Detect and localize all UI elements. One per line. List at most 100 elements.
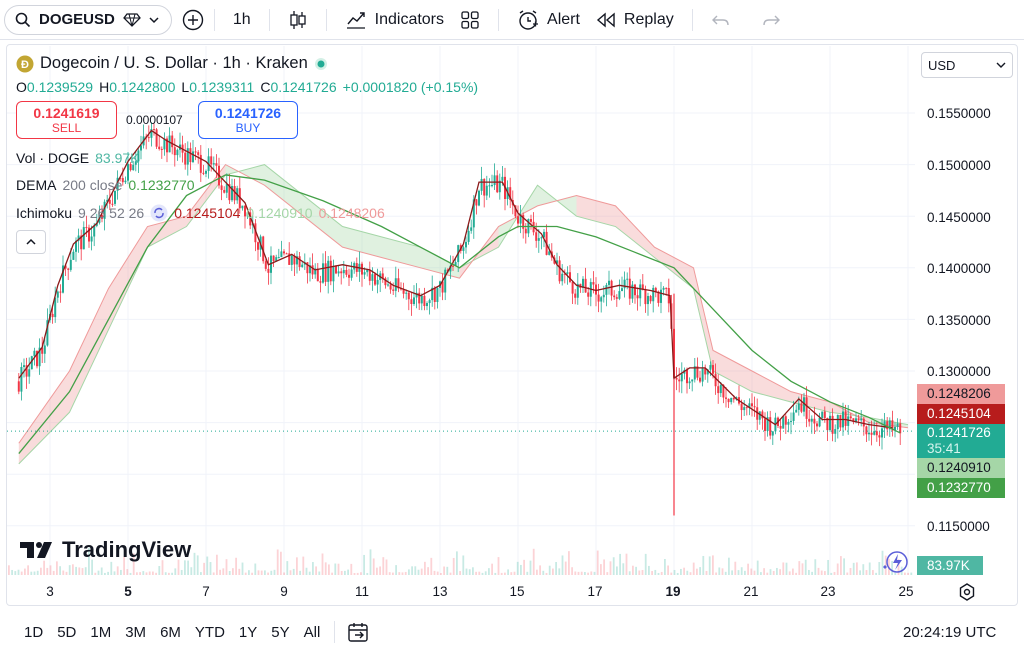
replay-button[interactable]: Replay — [588, 0, 682, 40]
candle-body — [319, 281, 322, 283]
volume-name: Vol · DOGE — [16, 150, 90, 166]
ichimoku-params: 9 26 52 26 — [78, 205, 145, 221]
volume-bar — [488, 568, 490, 575]
settings-icon[interactable] — [958, 583, 976, 601]
candle-body — [803, 397, 805, 412]
candle-body — [337, 271, 340, 274]
candle-body — [467, 230, 470, 242]
undo-button[interactable] — [703, 0, 739, 40]
clock[interactable]: 20:24:19 UTC — [903, 623, 997, 641]
volume-bar — [334, 563, 337, 575]
range-ytd[interactable]: YTD — [194, 623, 225, 641]
volume-bar — [177, 559, 180, 575]
candle-body — [465, 241, 467, 248]
currency-select[interactable]: USD — [921, 52, 1013, 78]
dema-legend[interactable]: DEMA 200 close 0.1232770 — [16, 177, 195, 193]
candle-body — [800, 403, 803, 412]
range-all[interactable]: All — [303, 623, 321, 641]
ichimoku-value-2: 0.1240910 — [246, 205, 313, 221]
candle-body — [199, 154, 202, 173]
goto-date-icon[interactable] — [347, 621, 371, 643]
range-1m[interactable]: 1M — [90, 623, 112, 641]
bolt-icon[interactable] — [880, 549, 910, 575]
range-1y[interactable]: 1Y — [238, 623, 258, 641]
candle-body — [176, 149, 179, 156]
volume-bar — [852, 562, 855, 575]
volume-bar — [251, 572, 253, 575]
ichimoku-span-b-tag: 0.1248206 — [917, 384, 1005, 404]
volume-tag: 83.97K — [917, 556, 983, 575]
candle-body — [870, 432, 873, 435]
svg-text:Ð: Ð — [21, 59, 29, 71]
indicators-icon — [346, 11, 365, 29]
range-1d[interactable]: 1D — [24, 623, 44, 641]
buy-button[interactable]: 0.1241726 BUY — [198, 101, 298, 139]
volume-bar — [75, 566, 77, 575]
volume-bar — [715, 572, 717, 575]
redo-button[interactable] — [753, 0, 789, 40]
symbol-search[interactable]: DOGEUSD — [4, 4, 172, 35]
candle-body — [597, 294, 600, 302]
volume-bar — [123, 556, 125, 575]
candle-body — [262, 236, 265, 262]
x-axis-label: 25 — [898, 584, 914, 599]
candle-body — [407, 292, 410, 300]
divider — [325, 8, 327, 31]
candle-body — [823, 411, 826, 418]
volume-legend[interactable]: Vol · DOGE 83.97K — [16, 150, 140, 166]
volume-bar — [40, 567, 42, 575]
volume-bar — [801, 563, 804, 575]
volume-bar — [836, 563, 839, 575]
range-3m[interactable]: 3M — [125, 623, 147, 641]
candle-body — [847, 416, 850, 426]
chart-pane[interactable] — [6, 44, 1018, 606]
volume-bar — [372, 558, 375, 575]
candle-body — [298, 256, 301, 268]
volume-bar — [747, 563, 749, 575]
volume-bar — [673, 569, 676, 575]
volume-bar — [414, 566, 417, 575]
volume-bar — [705, 570, 708, 575]
volume-bar — [340, 570, 343, 575]
volume-bar — [446, 566, 449, 575]
candle-body — [348, 274, 350, 278]
interval-button[interactable]: 1h — [225, 0, 259, 40]
tradingview-logo[interactable]: TradingView — [20, 537, 191, 563]
ichimoku-legend[interactable]: Ichimoku 9 26 52 26 0.1245104 0.1240910 … — [16, 204, 385, 222]
volume-bar — [814, 559, 817, 575]
range-5y[interactable]: 5Y — [271, 623, 290, 641]
candle-body — [454, 262, 457, 266]
chevron-up-icon — [26, 238, 36, 245]
collapse-legend-button[interactable] — [16, 230, 46, 254]
volume-bar — [840, 556, 842, 575]
layouts-button[interactable] — [452, 0, 488, 40]
candle-body — [615, 297, 618, 299]
volume-bar — [795, 572, 797, 575]
volume-bar — [478, 571, 481, 575]
diamond-icon[interactable] — [122, 12, 141, 28]
volume-bar — [46, 567, 49, 575]
compare-button[interactable] — [182, 0, 204, 40]
candle-body — [184, 152, 187, 165]
indicators-button[interactable]: Indicators — [337, 0, 452, 40]
alert-button[interactable]: Alert — [509, 0, 588, 40]
candle-body — [501, 176, 504, 181]
candle-body — [483, 178, 486, 196]
candle-body — [275, 257, 278, 262]
volume-bar — [724, 571, 727, 575]
candle-body — [714, 373, 717, 387]
chevron-down-icon[interactable] — [149, 16, 159, 24]
candle-body — [680, 373, 683, 382]
volume-bar — [907, 572, 909, 575]
candle-body — [340, 271, 343, 274]
candle-body — [857, 418, 860, 421]
range-6m[interactable]: 6M — [160, 623, 181, 641]
price-chart[interactable] — [0, 0, 1024, 612]
volume-bar — [824, 571, 826, 575]
chart-type-button[interactable] — [280, 0, 316, 40]
candle-body — [641, 284, 644, 290]
range-5d[interactable]: 5D — [57, 623, 77, 641]
volume-bar — [603, 559, 605, 575]
sell-button[interactable]: 0.1241619 SELL — [16, 101, 117, 139]
candle-body — [896, 423, 899, 427]
